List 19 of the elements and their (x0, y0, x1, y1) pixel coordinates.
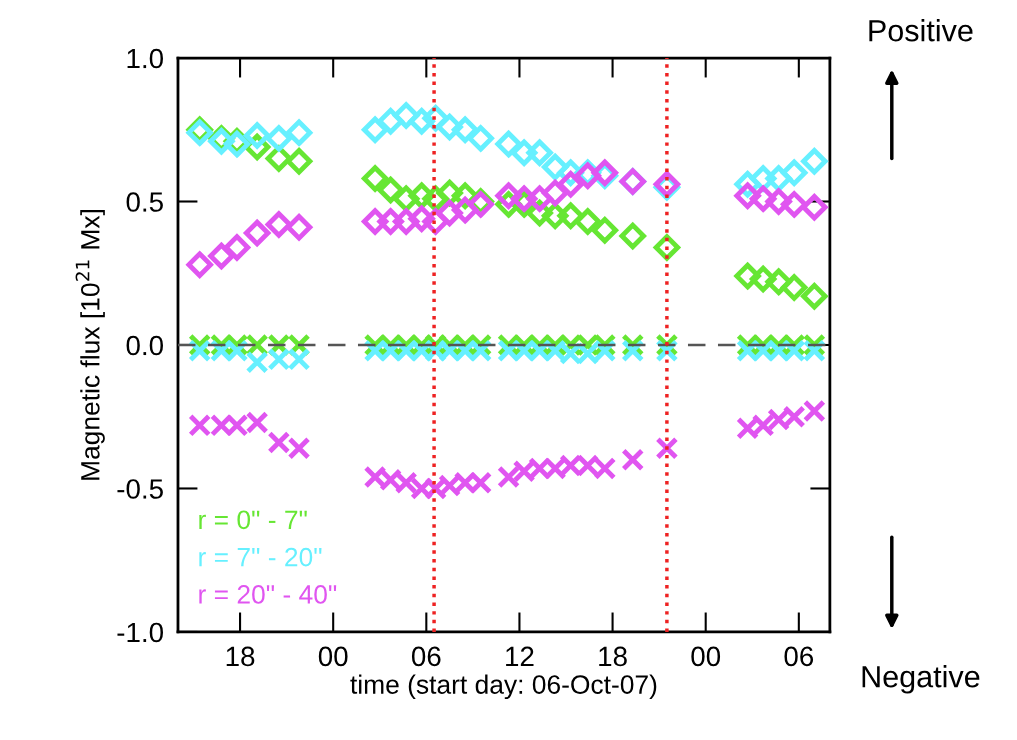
y-axis-title: Magnetic flux [10$^{21}$ Mx] (75, 210, 105, 480)
text: r = 0" - 7" (199, 510, 307, 530)
y-tick-label: 0.5 (126, 192, 163, 212)
x-tick-label: 12 (506, 646, 534, 666)
x-tick-label: 18 (599, 646, 627, 667)
text: Positive (869, 19, 973, 42)
x-tick-label: 00 (318, 646, 348, 667)
x-tick-label: 06 (784, 646, 814, 667)
text: Negative (862, 665, 980, 694)
x-axis-title: time (start day: 06-Oct-07) (350, 674, 657, 700)
y-tick-label: 1.0 (127, 48, 163, 69)
text: r = 7" - 20" (199, 547, 322, 567)
x-tick-label: 00 (691, 646, 721, 667)
text: r = 20" - 40" (199, 585, 337, 604)
x-tick-label: 06 (411, 646, 441, 667)
y-tick-label: -0.5 (117, 479, 163, 499)
x-tick-label: 18 (226, 646, 255, 667)
y-tick-label: -1.0 (117, 622, 163, 643)
y-tick-label: 0.0 (126, 335, 163, 356)
